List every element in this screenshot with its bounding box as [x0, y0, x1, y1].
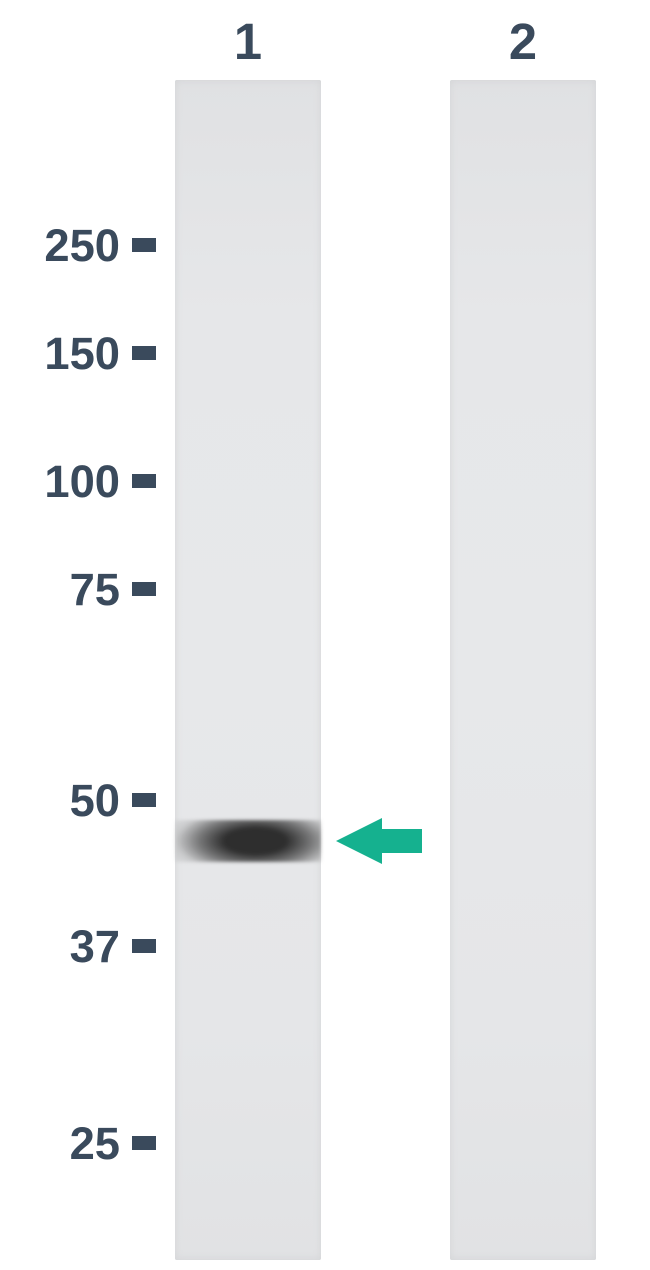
lane-header-1: 1	[218, 12, 278, 71]
marker-tick-150	[132, 346, 156, 360]
marker-label-75: 75	[0, 564, 120, 616]
marker-tick-25	[132, 1136, 156, 1150]
marker-tick-37	[132, 939, 156, 953]
marker-tick-250	[132, 238, 156, 252]
marker-label-100: 100	[0, 456, 120, 508]
marker-label-150: 150	[0, 328, 120, 380]
band-arrow-icon	[336, 818, 422, 864]
marker-tick-75	[132, 582, 156, 596]
marker-label-37: 37	[0, 921, 120, 973]
protein-band-lane-1	[175, 820, 321, 862]
gel-lane-2	[450, 80, 596, 1260]
marker-label-250: 250	[0, 220, 120, 272]
marker-label-25: 25	[0, 1118, 120, 1170]
marker-tick-50	[132, 793, 156, 807]
gel-lane-1	[175, 80, 321, 1260]
lane-header-2: 2	[493, 12, 553, 71]
marker-tick-100	[132, 474, 156, 488]
marker-label-50: 50	[0, 775, 120, 827]
